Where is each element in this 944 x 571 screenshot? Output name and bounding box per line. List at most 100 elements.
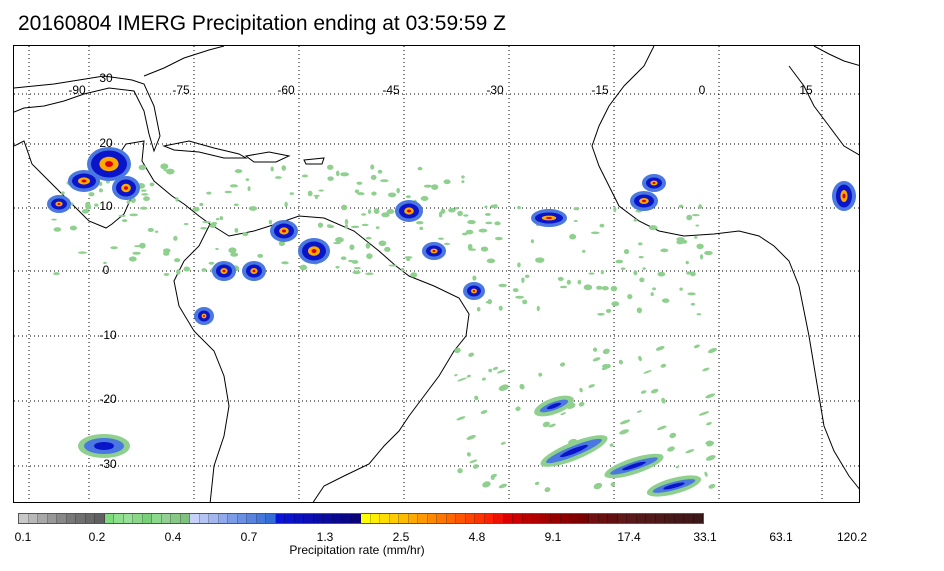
precip-cell — [396, 187, 400, 194]
precip-cell — [546, 402, 562, 410]
precip-cell — [375, 226, 380, 230]
colorbar-swatch — [133, 514, 143, 523]
colorbar-tick-label: 0.1 — [14, 530, 32, 544]
precip-cell — [203, 315, 205, 317]
precip-cell — [318, 189, 324, 192]
precip-cell — [590, 231, 600, 235]
precip-cell — [160, 163, 169, 170]
precip-cell — [81, 209, 89, 214]
colorbar-swatch — [38, 514, 48, 523]
precip-cell — [128, 256, 137, 262]
precip-cell — [569, 233, 577, 240]
precip-cell — [356, 192, 365, 196]
colorbar-swatch — [598, 514, 608, 523]
precip-cell — [609, 443, 614, 447]
precip-cell — [78, 251, 87, 254]
precip-cell — [154, 230, 159, 233]
precip-cell — [173, 235, 178, 241]
precip-cell — [538, 372, 543, 377]
precip-cell — [622, 461, 646, 471]
precip-cell — [268, 219, 273, 225]
precip-cell — [480, 409, 488, 415]
latitude-label: 0 — [102, 263, 110, 277]
precip-cell — [370, 174, 377, 181]
precip-cell — [247, 186, 251, 191]
precip-cell — [281, 165, 287, 171]
colorbar-swatch — [494, 514, 504, 523]
precip-cell — [636, 410, 642, 413]
precip-cell — [691, 213, 700, 217]
longitude-label: -90 — [68, 83, 86, 97]
precip-cell — [284, 201, 288, 208]
precip-cell — [706, 422, 712, 426]
precip-cell — [638, 355, 642, 362]
precip-cell — [353, 266, 361, 270]
precip-cell — [257, 253, 264, 258]
precip-cell — [494, 236, 503, 241]
precip-cell — [367, 209, 372, 215]
precip-cell — [252, 269, 256, 273]
precip-cell — [496, 369, 506, 374]
colorbar-swatch — [313, 514, 323, 523]
precip-cell — [469, 459, 478, 464]
precip-cell — [366, 253, 373, 260]
precip-cell — [517, 205, 521, 210]
precip-cell — [215, 217, 220, 221]
precip-cell — [463, 214, 469, 217]
precip-cell — [498, 483, 507, 489]
precip-cell — [650, 292, 654, 297]
precip-cell — [482, 481, 491, 488]
precip-cell — [352, 270, 361, 275]
precip-cell — [705, 455, 716, 461]
precip-cell — [299, 264, 308, 271]
colorbar-title: Precipitation rate (mm/hr) — [289, 543, 425, 557]
precip-cell — [542, 421, 550, 428]
precip-cell — [313, 194, 320, 197]
colorbar-tick-label: 63.1 — [769, 530, 793, 544]
colorbar-swatch — [228, 514, 238, 523]
precip-cell — [94, 442, 114, 450]
precip-cell — [51, 218, 57, 221]
precip-cell — [165, 168, 175, 175]
precip-cell — [615, 259, 624, 264]
precip-cell — [627, 294, 633, 300]
colorbar-swatch — [294, 514, 304, 523]
colorbar-swatch — [522, 514, 532, 523]
precip-cell — [461, 180, 465, 184]
precip-cell — [454, 347, 461, 354]
colorbar-tick-label: 4.8 — [468, 530, 486, 544]
colorbar-swatch — [218, 514, 228, 523]
colorbar-swatch — [503, 514, 513, 523]
precip-cell — [386, 208, 395, 215]
precip-cell — [655, 346, 665, 351]
precip-cell — [335, 170, 340, 177]
precip-cell — [344, 223, 349, 230]
colorbar-swatch — [190, 514, 200, 523]
precip-cell — [588, 384, 595, 388]
precip-cell — [660, 363, 667, 368]
precip-cell — [705, 393, 716, 399]
precip-cell — [620, 267, 626, 270]
precip-cell — [222, 269, 226, 273]
precip-cell — [583, 284, 593, 291]
colorbar-swatch — [104, 514, 114, 523]
colorbar-swatch — [342, 514, 352, 523]
precip-cell — [642, 199, 646, 203]
colorbar-swatch — [47, 514, 57, 523]
colorbar-swatch — [180, 514, 190, 523]
precip-cell — [174, 258, 181, 263]
precip-cell — [81, 179, 87, 183]
precip-cell — [201, 268, 207, 272]
colorbar-swatch — [332, 514, 342, 523]
precip-cell — [365, 272, 374, 275]
precip-cell — [661, 397, 666, 404]
precip-cell — [163, 248, 171, 254]
precip-cell — [361, 223, 369, 227]
longitude-label: -30 — [486, 83, 504, 97]
precip-cell — [443, 242, 451, 246]
precip-cell — [94, 203, 99, 207]
precip-cell — [623, 248, 630, 255]
precip-cell — [478, 228, 488, 233]
precip-cell — [480, 246, 489, 252]
precip-cell — [548, 423, 556, 428]
